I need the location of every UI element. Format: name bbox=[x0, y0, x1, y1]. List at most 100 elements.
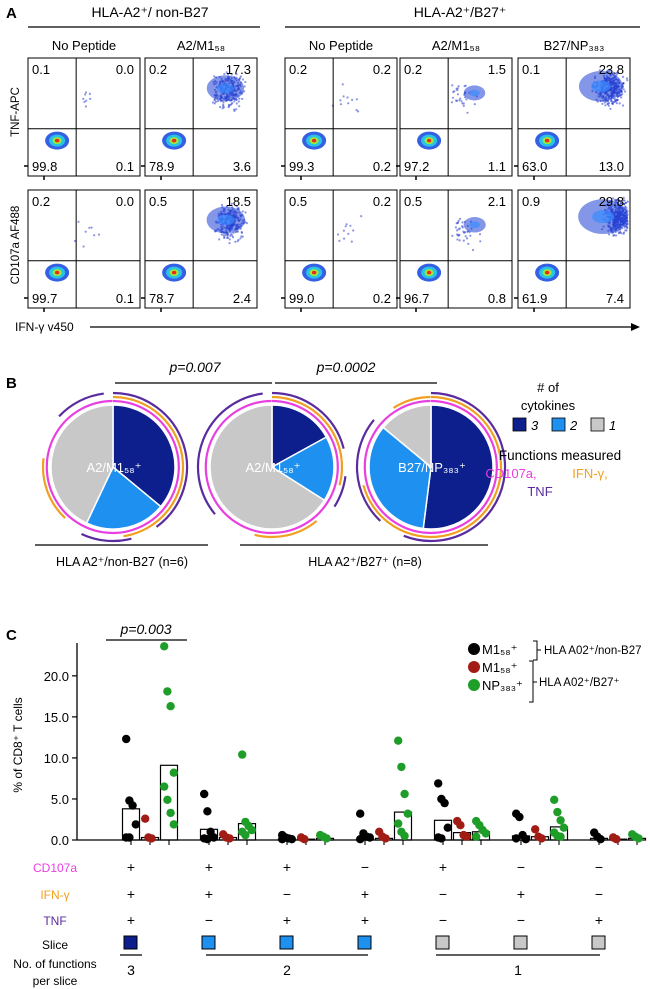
event-dot bbox=[606, 103, 610, 106]
event-cluster-core bbox=[591, 80, 611, 93]
event-dot bbox=[457, 234, 460, 237]
flow-plot: 0.9 29.8 61.9 7.4 bbox=[514, 189, 631, 312]
data-point bbox=[612, 835, 621, 844]
combo-sign: − bbox=[361, 859, 369, 875]
function-arc bbox=[355, 419, 382, 522]
event-dot bbox=[462, 102, 465, 105]
event-dot bbox=[456, 93, 459, 96]
event-dot bbox=[622, 196, 625, 199]
quadrant-value: 0.1 bbox=[116, 159, 134, 174]
data-point bbox=[131, 820, 140, 829]
event-dot bbox=[240, 235, 243, 238]
pie-slice bbox=[209, 404, 326, 530]
event-dot bbox=[457, 219, 460, 222]
event-dot bbox=[478, 233, 482, 236]
event-cluster-core bbox=[217, 214, 235, 226]
event-dot bbox=[235, 73, 238, 76]
event-dot bbox=[238, 105, 241, 108]
pie: A2/M1₅₈⁺ bbox=[41, 391, 189, 543]
quadrant-value: 0.1 bbox=[32, 62, 50, 77]
flow-plot: 0.2 17.3 78.9 3.6 bbox=[141, 57, 258, 180]
event-dot bbox=[213, 75, 216, 78]
plot-frame bbox=[144, 57, 258, 177]
mean-bar bbox=[159, 764, 179, 841]
plot-frame bbox=[27, 189, 141, 309]
event-dot bbox=[235, 108, 238, 111]
slice-swatch bbox=[357, 935, 372, 950]
slice-swatch bbox=[201, 935, 216, 950]
event-cluster-core bbox=[469, 221, 481, 229]
flow-plot: 0.5 2.1 96.7 0.8 bbox=[396, 189, 513, 312]
event-dot bbox=[456, 221, 459, 225]
flow-plot: 0.1 23.8 63.0 13.0 bbox=[514, 57, 631, 180]
data-point bbox=[394, 736, 403, 745]
event-dot bbox=[464, 235, 467, 238]
combo-sign: − bbox=[595, 859, 603, 875]
data-point bbox=[160, 782, 169, 791]
event-dot bbox=[623, 90, 627, 93]
event-dot bbox=[339, 99, 342, 102]
event-dot bbox=[625, 77, 629, 80]
pie-slice bbox=[422, 404, 494, 530]
function-arc bbox=[112, 395, 185, 538]
legend-dot-np-b27 bbox=[468, 679, 480, 691]
slice-swatch bbox=[279, 935, 294, 950]
quadrant-value: 0.2 bbox=[373, 194, 391, 209]
data-point bbox=[481, 829, 490, 838]
event-dot bbox=[464, 84, 467, 87]
group-label-b-left: HLA A2⁺/non-B27 (n=6) bbox=[56, 555, 188, 569]
quadrant-value: 7.4 bbox=[606, 291, 624, 306]
y-axis-label: % of CD8⁺ T cells bbox=[11, 697, 25, 792]
combo-sign: + bbox=[205, 886, 213, 902]
plot-frame bbox=[399, 189, 513, 309]
event-dot bbox=[456, 89, 459, 92]
data-point bbox=[356, 835, 365, 844]
data-point bbox=[209, 833, 218, 842]
negative-population-peak bbox=[544, 270, 550, 275]
event-dot bbox=[97, 233, 101, 236]
event-dot bbox=[213, 99, 216, 102]
event-dot bbox=[624, 224, 627, 227]
quadrant-value: 17.3 bbox=[226, 62, 251, 77]
event-dot bbox=[336, 233, 340, 236]
column-label: A2/M1₅₈ bbox=[432, 38, 480, 53]
event-dot bbox=[235, 102, 238, 105]
quadrant-value: 61.9 bbox=[522, 291, 547, 306]
event-dot bbox=[463, 231, 466, 234]
combo-sign: − bbox=[283, 886, 291, 902]
event-dot bbox=[465, 237, 469, 240]
event-dot bbox=[608, 69, 612, 72]
event-dot bbox=[216, 100, 219, 103]
legend-label: 3 bbox=[531, 418, 539, 433]
function-combos: + + + + + − + − + − + + + − − − + − − − +3 2 1 bbox=[120, 859, 606, 978]
data-point bbox=[238, 750, 247, 759]
row-label-cd107a: CD107a AF488 bbox=[10, 206, 22, 285]
event-dot bbox=[451, 234, 454, 237]
event-dot bbox=[611, 102, 614, 105]
event-dot bbox=[238, 97, 241, 100]
event-dot bbox=[451, 96, 455, 99]
event-dot bbox=[244, 80, 247, 84]
p-value-c: p=0.003 bbox=[120, 621, 172, 637]
event-dot bbox=[469, 234, 472, 237]
data-point bbox=[440, 798, 449, 808]
event-dot bbox=[245, 222, 248, 225]
legend-m1-b27: M1₅₈⁺ bbox=[482, 660, 518, 675]
column-label: No Peptide bbox=[52, 38, 116, 53]
legend-title-1: # of bbox=[537, 380, 559, 395]
event-dot bbox=[344, 225, 347, 228]
event-dot bbox=[84, 91, 88, 94]
event-dot bbox=[457, 85, 460, 88]
combo-sign: + bbox=[127, 886, 135, 902]
quadrant-value: 99.3 bbox=[289, 159, 314, 174]
event-dot bbox=[342, 229, 345, 232]
event-dot bbox=[626, 79, 629, 82]
event-dot bbox=[237, 100, 240, 103]
quadrant-value: 18.5 bbox=[226, 194, 251, 209]
y-tick-label: 0.0 bbox=[51, 833, 69, 848]
legend-bracket-nonb27-label: HLA A02⁺/non-B27 bbox=[544, 645, 642, 657]
quadrant-value: 13.0 bbox=[599, 159, 624, 174]
event-dot bbox=[243, 85, 246, 88]
legend-bracket-b27-label: HLA A02⁺/B27⁺ bbox=[539, 677, 620, 689]
event-dot bbox=[611, 197, 615, 200]
